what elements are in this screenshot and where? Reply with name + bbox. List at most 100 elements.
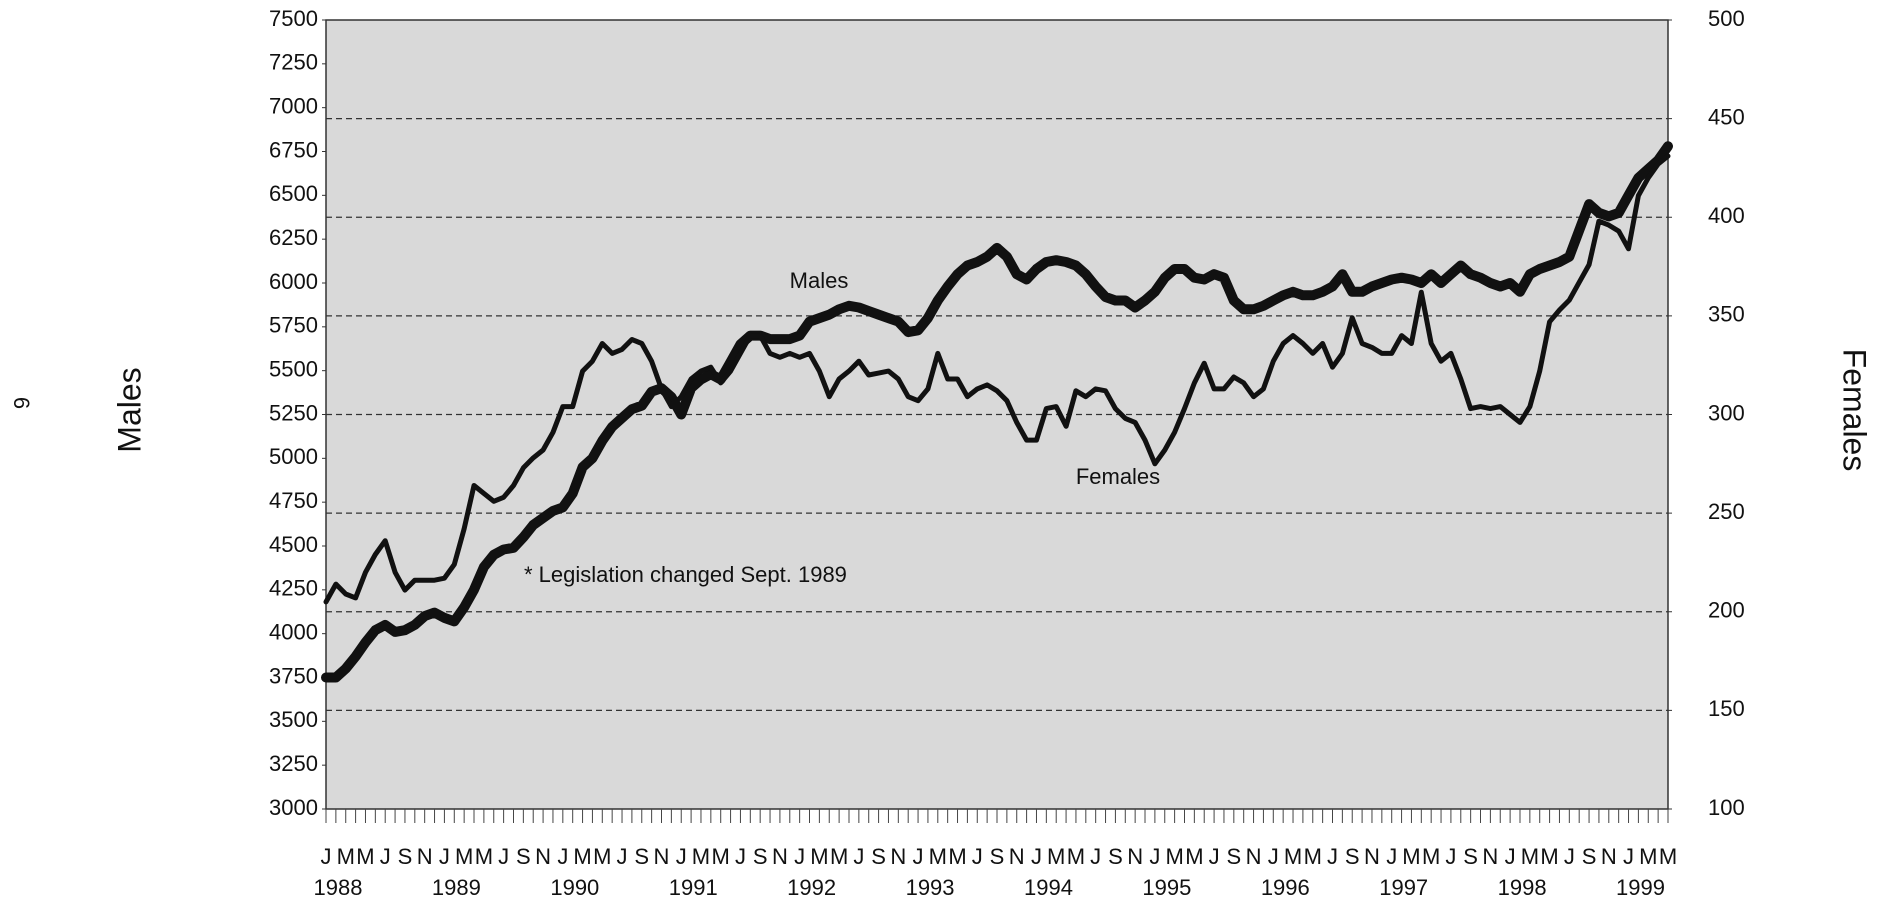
x-tick-label: M [692, 844, 710, 869]
x-tick-label: N [535, 844, 551, 869]
x-tick-label: N [1246, 844, 1262, 869]
y-tick-label: 6500 [269, 181, 318, 206]
x-year-label: 1996 [1261, 875, 1310, 900]
x-tick-label: J [735, 844, 746, 869]
x-tick-label: M [1067, 844, 1085, 869]
y2-tick-label: 500 [1708, 6, 1745, 31]
x-tick-label: J [1445, 844, 1456, 869]
y-tick-label: 7250 [269, 50, 318, 75]
x-tick-label: J [1090, 844, 1101, 869]
y-tick-label: 3750 [269, 663, 318, 688]
y-tick-label: 6250 [269, 225, 318, 250]
x-tick-label: M [1185, 844, 1203, 869]
x-tick-label: M [356, 844, 374, 869]
x-tick-label: N [654, 844, 670, 869]
x-year-label: 1998 [1498, 875, 1547, 900]
x-tick-label: M [593, 844, 611, 869]
x-tick-label: M [337, 844, 355, 869]
x-tick-label: N [772, 844, 788, 869]
x-year-label: 1993 [906, 875, 955, 900]
y2-tick-label: 450 [1708, 104, 1745, 129]
y2-tick-label: 200 [1708, 598, 1745, 623]
line-series [323, 153, 1671, 605]
annotation: Females [1076, 464, 1160, 489]
y-tick-label: 3500 [269, 707, 318, 732]
y-tick-label: 4750 [269, 488, 318, 513]
x-tick-label: J [1505, 844, 1516, 869]
y-tick-label: 3000 [269, 795, 318, 820]
x-tick-label: J [676, 844, 687, 869]
x-tick-label: J [380, 844, 391, 869]
x-tick-label: S [1108, 844, 1123, 869]
x-tick-label: S [1345, 844, 1360, 869]
y-tick-label: 6000 [269, 269, 318, 294]
x-tick-label: J [498, 844, 509, 869]
x-tick-label: S [1463, 844, 1478, 869]
x-year-label: 1988 [314, 875, 363, 900]
annotation: Males [790, 268, 849, 293]
x-tick-label: J [617, 844, 628, 869]
x-tick-label: J [1268, 844, 1279, 869]
y-tick-label: 4250 [269, 576, 318, 601]
x-tick-label: N [1127, 844, 1143, 869]
y-tick-label: 5250 [269, 400, 318, 425]
x-tick-label: M [929, 844, 947, 869]
x-tick-label: M [1165, 844, 1183, 869]
x-tick-label: J [439, 844, 450, 869]
x-tick-label: S [1226, 844, 1241, 869]
x-tick-label: J [913, 844, 924, 869]
x-tick-label: M [1422, 844, 1440, 869]
x-year-label: 1995 [1142, 875, 1191, 900]
x-tick-label: M [810, 844, 828, 869]
x-tick-label: M [712, 844, 730, 869]
x-tick-label: J [1327, 844, 1338, 869]
x-tick-label: M [1284, 844, 1302, 869]
x-tick-label: S [871, 844, 886, 869]
x-tick-label: J [1564, 844, 1575, 869]
x-tick-label: M [830, 844, 848, 869]
y2-tick-label: 100 [1708, 795, 1745, 820]
x-tick-label: N [1601, 844, 1617, 869]
x-tick-label: M [573, 844, 591, 869]
x-year-label: 1999 [1616, 875, 1665, 900]
x-tick-label: J [557, 844, 568, 869]
x-tick-label: M [1540, 844, 1558, 869]
y-tick-label: 3250 [269, 751, 318, 776]
x-tick-label: J [1031, 844, 1042, 869]
y-tick-label: 4500 [269, 532, 318, 557]
x-tick-label: S [634, 844, 649, 869]
y2-tick-label: 300 [1708, 400, 1745, 425]
y2-tick-label: 400 [1708, 203, 1745, 228]
x-year-label: 1994 [1024, 875, 1073, 900]
x-tick-label: J [853, 844, 864, 869]
x-year-label: 1990 [550, 875, 599, 900]
x-tick-label: J [321, 844, 332, 869]
y-tick-label: 6750 [269, 137, 318, 162]
y-tick-label: 5500 [269, 356, 318, 381]
y2-tick-label: 250 [1708, 499, 1745, 524]
x-tick-label: S [1582, 844, 1597, 869]
x-tick-label: N [890, 844, 906, 869]
y2-tick-label: 350 [1708, 302, 1745, 327]
line-series [321, 141, 1673, 683]
x-tick-label: J [1623, 844, 1634, 869]
y-tick-label: 7500 [269, 6, 318, 31]
x-tick-label: N [1364, 844, 1380, 869]
x-tick-label: J [972, 844, 983, 869]
x-year-label: 1992 [787, 875, 836, 900]
x-year-label: 1997 [1379, 875, 1428, 900]
x-tick-label: M [455, 844, 473, 869]
x-tick-label: M [1659, 844, 1677, 869]
x-year-label: 1989 [432, 875, 481, 900]
x-tick-label: M [1521, 844, 1539, 869]
annotation: * Legislation changed Sept. 1989 [524, 562, 847, 587]
x-tick-label: S [990, 844, 1005, 869]
y-axis-label: Males [111, 367, 147, 452]
x-tick-label: S [753, 844, 768, 869]
x-tick-label: N [1009, 844, 1025, 869]
x-tick-label: S [398, 844, 413, 869]
y2-axis-label: Females [1837, 349, 1873, 472]
y-tick-label: 4000 [269, 619, 318, 644]
x-year-label: 1991 [669, 875, 718, 900]
